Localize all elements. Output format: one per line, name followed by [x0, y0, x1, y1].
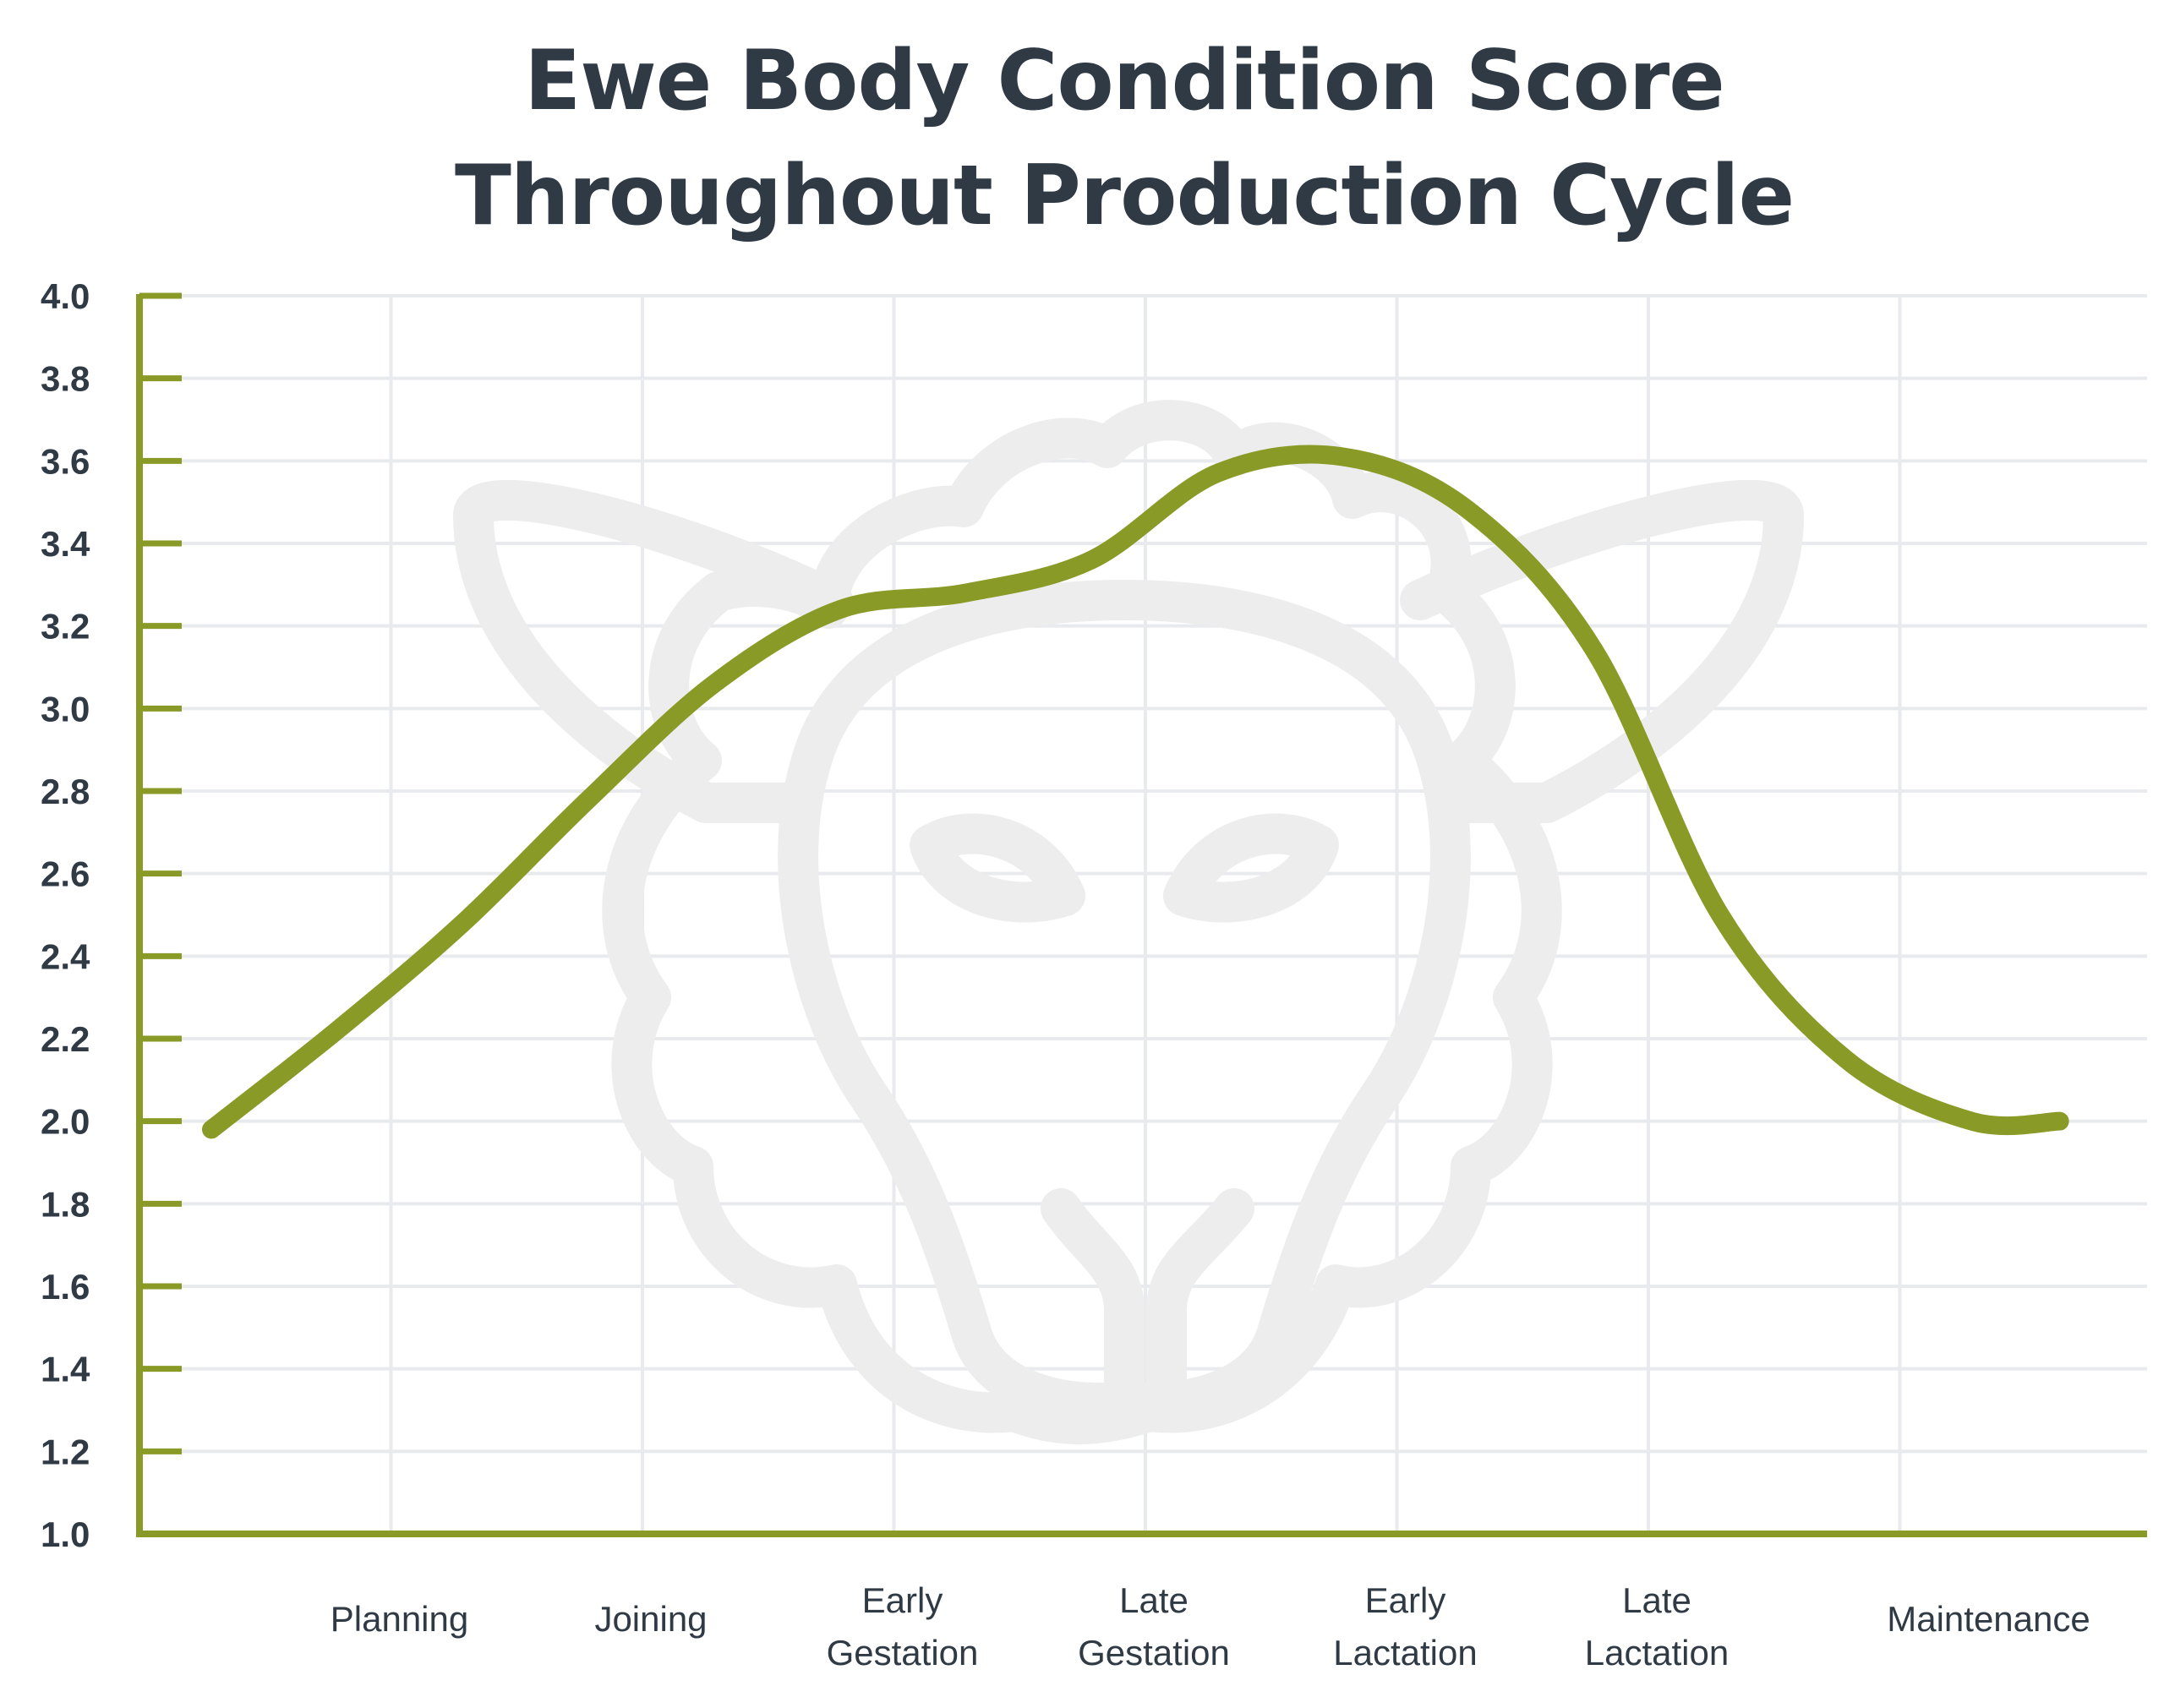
y-axis-ticks: 1.0 1.2 1.4 1.6 1.8 2.0 2.2 2.4 2.6 2.8 3.0 3.2 3.4 3… — [41, 276, 182, 1554]
y-tick-label: 2.8 — [41, 772, 90, 811]
axes — [136, 294, 2147, 1537]
chart-title: Ewe Body Condition Score Throughout Prod… — [0, 24, 2164, 254]
y-tick-label: 1.6 — [41, 1267, 90, 1307]
y-tick-label: 3.6 — [41, 441, 90, 481]
series-lines — [202, 445, 2069, 1139]
y-tick-label: 1.2 — [41, 1432, 90, 1471]
sheep-left-ear — [453, 479, 853, 823]
sheep-left-eye — [910, 813, 1085, 923]
y-tick-label: 1.4 — [41, 1350, 90, 1389]
y-tick-label: 3.8 — [41, 359, 90, 399]
chart-title-line-2: Throughout Production Cycle — [454, 148, 1795, 244]
x-tick-label: Early Gestation — [827, 1580, 979, 1673]
y-tick-label: 2.4 — [41, 936, 90, 976]
x-tick-label: Late Gestation — [1078, 1580, 1230, 1673]
y-tick-label: 1.0 — [41, 1514, 90, 1554]
sheep-right-eye — [1163, 813, 1339, 923]
x-tick-label: Maintenance — [1887, 1599, 2090, 1639]
sheep-wool-outline — [602, 400, 1562, 1444]
sheep-face-outline — [778, 580, 1471, 1423]
y-tick-label: 3.2 — [41, 607, 90, 647]
y-tick-label: 2.0 — [41, 1102, 90, 1142]
y-tick-label: 3.4 — [41, 524, 90, 564]
x-tick-label: Planning — [331, 1599, 468, 1639]
series-line — [202, 445, 2069, 1139]
x-axis-labels: Planning Joining Early Gestation Late Gestati… — [331, 1580, 2090, 1673]
y-tick-label: 2.2 — [41, 1019, 90, 1059]
y-tick-label: 1.8 — [41, 1184, 90, 1224]
x-tick-label: Late Lactation — [1585, 1580, 1729, 1673]
chart-title-line-1: Ewe Body Condition Score — [524, 33, 1724, 129]
grid-lines — [139, 294, 2147, 1536]
x-tick-label: Early Lactation — [1333, 1580, 1477, 1673]
y-tick-label: 4.0 — [41, 276, 90, 316]
sheep-nose — [1041, 1188, 1254, 1406]
x-tick-label: Joining — [594, 1599, 707, 1639]
y-tick-label: 3.0 — [41, 689, 90, 728]
sheep-head-icon — [453, 400, 1804, 1444]
y-tick-label: 2.6 — [41, 854, 90, 894]
